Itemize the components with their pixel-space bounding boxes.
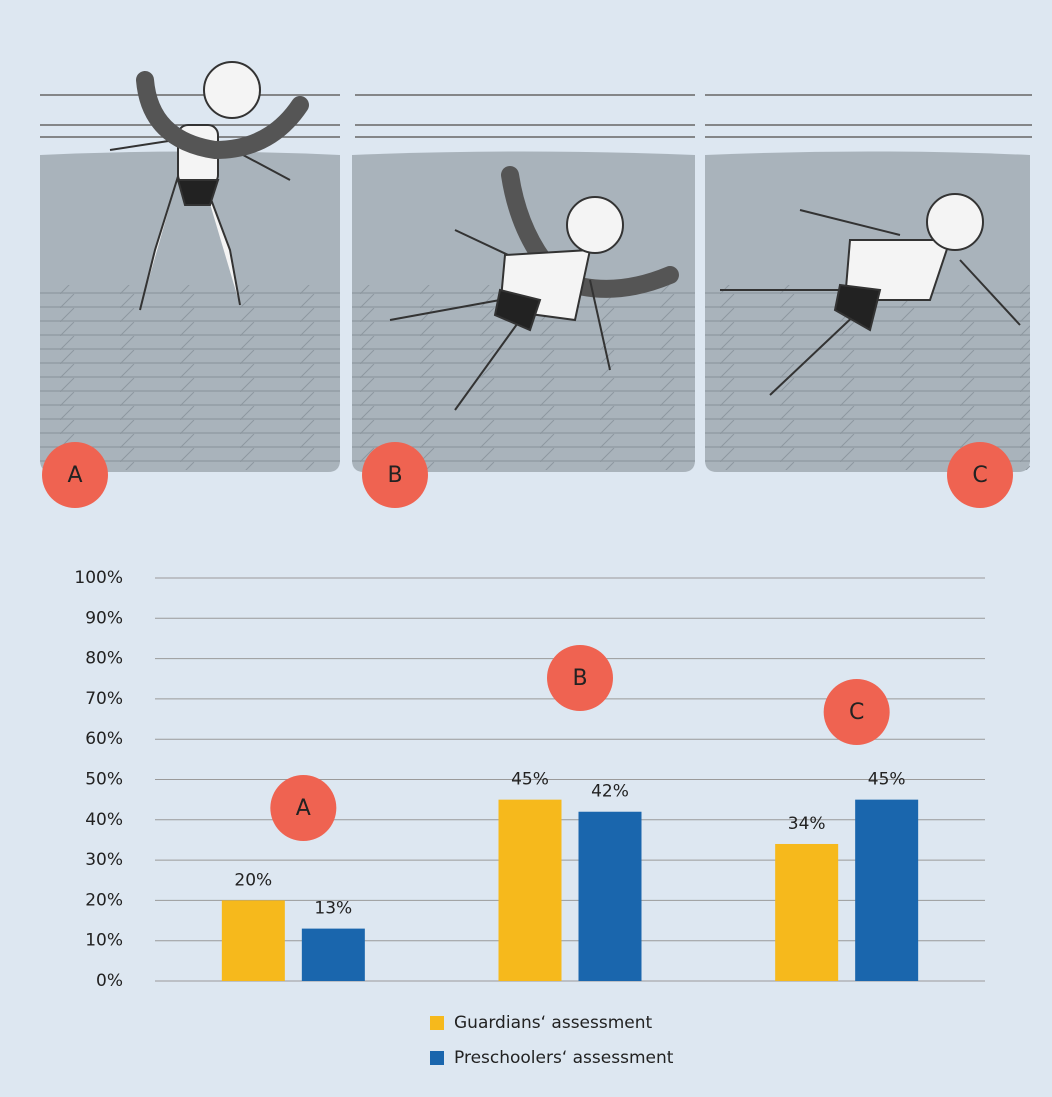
legend-swatch [430, 1051, 444, 1065]
y-tick-label: 40% [85, 810, 123, 830]
value-label: 34% [788, 814, 826, 834]
value-label: 45% [868, 770, 906, 790]
category-badge [823, 679, 890, 745]
y-tick-label: 20% [85, 890, 123, 910]
category-label: C [849, 700, 864, 725]
y-tick-label: 80% [85, 649, 123, 669]
value-label: 42% [591, 782, 629, 802]
panel-badge [947, 442, 1013, 508]
bar [221, 900, 285, 981]
y-tick-label: 70% [85, 689, 123, 709]
legend-swatch [430, 1016, 444, 1030]
value-label: 20% [234, 870, 272, 890]
bar [301, 928, 365, 981]
category-label: A [296, 796, 311, 821]
illustrations [40, 61, 1032, 472]
panel-badge [362, 442, 428, 508]
bar [855, 799, 919, 981]
panel-label: C [972, 463, 987, 488]
value-label: 13% [314, 899, 352, 919]
y-tick-label: 100% [74, 568, 123, 588]
y-tick-label: 30% [85, 850, 123, 870]
panel-a [40, 61, 340, 472]
chart: 0% 10% 20% 30% 40% 50% 60% 70% 80% 90% 100% 20% 13% A… [74, 568, 985, 1068]
panel-labels: A B C [42, 442, 1013, 508]
bar [578, 811, 642, 981]
category-label: B [572, 666, 587, 691]
value-label: 45% [511, 770, 549, 790]
panel-label: B [387, 463, 402, 488]
panel-c [705, 94, 1032, 472]
panel-label: A [67, 463, 82, 488]
category-badge [547, 645, 613, 711]
legend-label: Guardians‘ assessment [454, 1013, 653, 1033]
y-tick-label: 60% [85, 729, 123, 749]
panel-b [352, 94, 695, 472]
y-tick-label: 90% [85, 608, 123, 628]
bar [498, 799, 562, 981]
bar [775, 843, 839, 981]
y-tick-label: 0% [96, 971, 123, 991]
y-tick-label: 50% [85, 770, 123, 790]
y-tick-label: 10% [85, 931, 123, 951]
category-badge [270, 775, 337, 841]
legend-label: Preschoolers‘ assessment [454, 1048, 674, 1068]
panel-badge [42, 442, 108, 508]
